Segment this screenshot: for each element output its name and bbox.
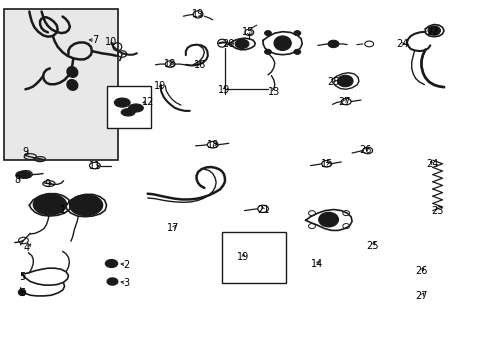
Text: 15: 15 <box>320 159 332 169</box>
Text: 3: 3 <box>123 278 129 288</box>
Text: 26: 26 <box>359 145 371 156</box>
Text: 13: 13 <box>267 87 280 97</box>
Ellipse shape <box>107 278 118 285</box>
Ellipse shape <box>110 263 116 266</box>
Ellipse shape <box>33 194 66 215</box>
Ellipse shape <box>128 104 143 112</box>
Ellipse shape <box>69 195 102 216</box>
Text: 24: 24 <box>395 39 407 49</box>
Ellipse shape <box>318 212 338 227</box>
Text: 27: 27 <box>414 291 427 301</box>
Ellipse shape <box>235 40 248 49</box>
Ellipse shape <box>132 106 140 110</box>
Ellipse shape <box>293 31 300 36</box>
Text: 4: 4 <box>24 243 30 253</box>
Text: 9: 9 <box>22 147 28 157</box>
Text: 19: 19 <box>237 252 249 262</box>
Ellipse shape <box>105 260 117 267</box>
Ellipse shape <box>67 80 78 90</box>
Text: 19: 19 <box>217 85 230 95</box>
Text: 27: 27 <box>338 96 350 107</box>
Bar <box>106 86 150 128</box>
Text: 22: 22 <box>426 27 438 37</box>
Text: 2: 2 <box>123 260 129 270</box>
Text: 10: 10 <box>105 37 118 48</box>
Text: 16: 16 <box>194 60 206 70</box>
Text: 8: 8 <box>14 175 20 185</box>
Text: 19: 19 <box>154 81 166 91</box>
Text: 23: 23 <box>430 206 443 216</box>
Ellipse shape <box>118 100 126 105</box>
Ellipse shape <box>76 199 96 212</box>
Ellipse shape <box>293 49 300 54</box>
Text: 17: 17 <box>167 222 180 233</box>
Ellipse shape <box>16 171 31 178</box>
Ellipse shape <box>40 198 60 211</box>
Text: 15: 15 <box>242 27 254 37</box>
Text: 7: 7 <box>92 35 98 45</box>
Text: 26: 26 <box>414 266 427 276</box>
Text: 25: 25 <box>326 77 339 87</box>
Text: 1: 1 <box>60 204 65 215</box>
Text: 18: 18 <box>206 140 219 150</box>
Ellipse shape <box>114 98 130 107</box>
Text: 18: 18 <box>163 59 176 69</box>
Ellipse shape <box>121 109 135 116</box>
Text: 6: 6 <box>19 288 25 298</box>
Text: 24: 24 <box>426 159 438 169</box>
Bar <box>222 232 285 283</box>
Text: 11: 11 <box>88 161 101 171</box>
Text: 9: 9 <box>45 179 51 189</box>
Text: 20: 20 <box>222 39 235 49</box>
Ellipse shape <box>273 36 290 50</box>
Ellipse shape <box>264 31 271 36</box>
Ellipse shape <box>67 67 78 77</box>
Ellipse shape <box>327 40 338 48</box>
Ellipse shape <box>427 26 440 35</box>
Ellipse shape <box>111 281 116 284</box>
Text: 25: 25 <box>366 240 378 251</box>
Bar <box>4 9 118 160</box>
Ellipse shape <box>18 289 25 296</box>
Ellipse shape <box>337 75 352 87</box>
Text: 21: 21 <box>256 204 269 215</box>
Text: 12: 12 <box>141 96 154 107</box>
Text: 5: 5 <box>19 272 25 282</box>
Text: 19: 19 <box>191 9 204 19</box>
Ellipse shape <box>264 49 271 54</box>
Text: 14: 14 <box>310 258 323 269</box>
